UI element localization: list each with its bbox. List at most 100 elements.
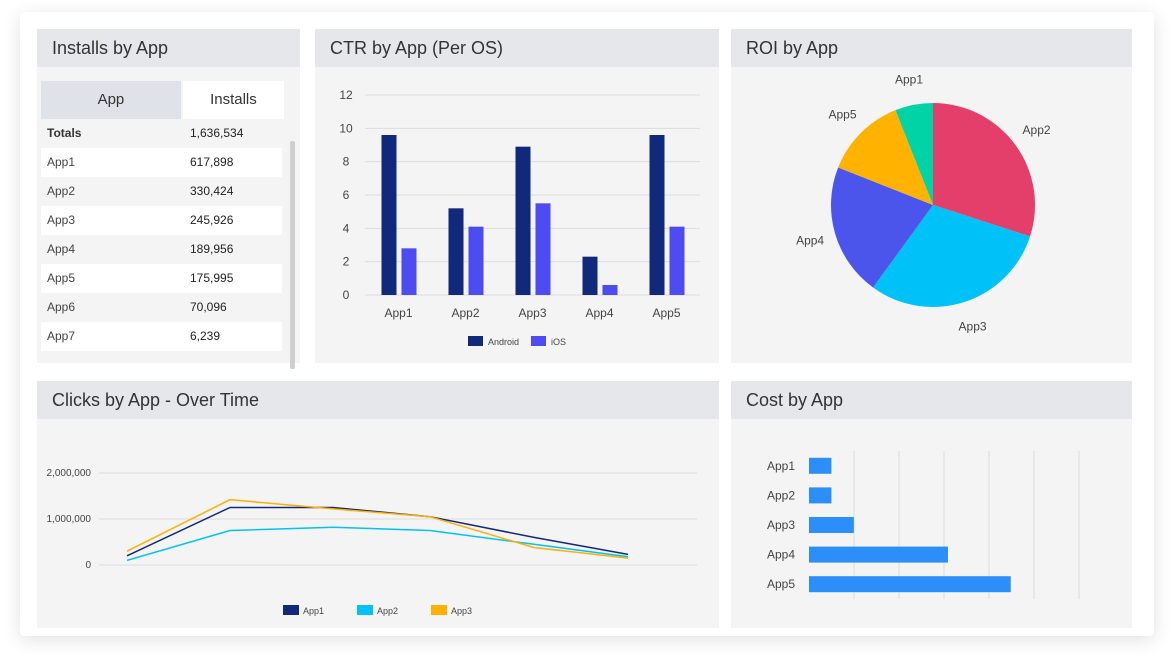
y-tick-label: App3: [767, 518, 795, 532]
bar-android-app5: [649, 135, 665, 295]
ctr-panel: CTR by App (Per OS) 0 2 4 6 8 10 12 App1 App2 App…: [315, 29, 719, 363]
pie-label: App3: [959, 320, 987, 334]
y-tick-label: 0: [343, 288, 350, 302]
table-row[interactable]: App7 6,239: [41, 322, 284, 351]
app-cell: App4: [47, 242, 76, 256]
y-tick-label: 1,000,000: [47, 514, 92, 525]
y-tick-label: 2,000,000: [47, 468, 92, 479]
clicks-panel: Clicks by App - Over Time 0 1,000,000 2,00…: [37, 381, 719, 628]
bar-ios-app4: [602, 285, 618, 295]
app-cell: App7: [41, 322, 182, 351]
installs-cell: 175,995: [182, 264, 282, 293]
bar-app4: [809, 546, 948, 563]
legend-swatch: [283, 605, 299, 615]
bar-android-app2: [448, 208, 464, 295]
column-header-app[interactable]: App: [41, 81, 181, 119]
bar-app1: [809, 457, 832, 474]
x-tick-label: App1: [384, 306, 412, 320]
pie-slice-app5: [838, 110, 933, 205]
installs-cell: 245,926: [182, 206, 282, 235]
bar-ios-app3: [535, 203, 551, 295]
y-tick-label: 12: [339, 88, 353, 102]
bar-app5: [809, 576, 1011, 593]
x-tick-label: App2: [451, 306, 479, 320]
clicks-chart: 0 1,000,000 2,000,000 App1 App2 App3: [47, 468, 697, 616]
table-scrollbar[interactable]: [290, 141, 295, 369]
legend-label: App1: [303, 606, 324, 616]
installs-cell: 6,239: [182, 322, 282, 351]
installs-cell: 70,096: [190, 300, 227, 314]
app-cell: App3: [41, 206, 182, 235]
bar-ios-app1: [401, 248, 417, 295]
legend-swatch: [468, 336, 483, 346]
pie-label: App1: [895, 72, 923, 86]
app-cell: App2: [47, 184, 76, 198]
pie-slice-app2: [933, 103, 1035, 237]
legend-label: App3: [451, 606, 472, 616]
x-tick-label: App5: [652, 306, 680, 320]
x-tick-label: App3: [518, 306, 546, 320]
legend-swatch: [357, 605, 373, 615]
pie-slice-app3: [873, 205, 1031, 307]
pie-slice-app4: [831, 167, 933, 288]
table-row[interactable]: App5 175,995: [41, 264, 284, 293]
installs-table: App Installs Totals 1,636,534 App1 617,898 A…: [41, 81, 284, 351]
y-tick-label: 4: [343, 221, 350, 235]
pie-label: App5: [828, 107, 856, 121]
y-tick-label: 10: [339, 121, 353, 135]
legend-label: App2: [377, 606, 398, 616]
dashboard-frame: Installs by App App Installs Totals 1,636…: [20, 12, 1154, 636]
cost-panel: Cost by App App1 App2 App3 App4 App5: [731, 381, 1132, 628]
line-app2: [126, 526, 629, 562]
y-tick-label: 6: [343, 188, 350, 202]
installs-cell: 1,636,534: [190, 126, 244, 140]
legend-label: Android: [488, 337, 519, 347]
app-cell: App6: [47, 300, 76, 314]
y-tick-label: App5: [767, 577, 795, 591]
bar-android-app4: [582, 256, 598, 295]
installs-title: Installs by App: [37, 29, 300, 67]
y-tick-label: 8: [343, 155, 350, 169]
totals-row[interactable]: Totals 1,636,534: [41, 119, 284, 148]
roi-chart: App2 App3 App4 App5 App1: [796, 72, 1051, 334]
line-app3: [126, 498, 629, 559]
column-header-installs[interactable]: Installs: [182, 81, 284, 119]
y-tick-label: App2: [767, 488, 795, 502]
y-tick-label: 2: [343, 255, 350, 269]
bar-app2: [809, 487, 832, 504]
table-header: App Installs: [41, 81, 284, 119]
table-row[interactable]: App3 245,926: [41, 206, 284, 235]
ctr-title: CTR by App (Per OS): [315, 29, 719, 67]
bar-ios-app2: [468, 226, 484, 295]
line-app1: [126, 506, 629, 557]
pie-label: App2: [1023, 123, 1051, 137]
table-row[interactable]: App2 330,424: [41, 177, 284, 206]
y-tick-label: App4: [767, 548, 795, 562]
app-cell: Totals: [47, 126, 82, 140]
pie-label: App4: [796, 234, 824, 248]
bar-ios-app5: [669, 226, 685, 295]
cost-chart: App1 App2 App3 App4 App5: [767, 451, 1080, 599]
y-tick-label: App1: [767, 459, 795, 473]
installs-panel: Installs by App App Installs Totals 1,636…: [37, 29, 300, 369]
app-cell: App1: [41, 148, 182, 177]
installs-cell: 189,956: [190, 242, 234, 256]
table-row[interactable]: App4 189,956: [41, 235, 284, 264]
y-tick-label: 0: [85, 560, 91, 571]
installs-cell: 617,898: [182, 148, 282, 177]
x-tick-label: App4: [585, 306, 613, 320]
cost-title: Cost by App: [731, 381, 1132, 419]
bar-android-app1: [381, 135, 397, 295]
table-row[interactable]: App1 617,898: [41, 148, 284, 177]
bar-app3: [809, 517, 854, 533]
installs-cell: 330,424: [190, 184, 234, 198]
legend-swatch: [431, 605, 447, 615]
bar-android-app3: [515, 146, 531, 295]
roi-panel: ROI by App App2 App3 App4 App5 App1: [731, 29, 1132, 363]
legend-label: iOS: [551, 337, 566, 347]
app-cell: App5: [41, 264, 182, 293]
table-row[interactable]: App6 70,096: [41, 293, 284, 322]
roi-title: ROI by App: [731, 29, 1132, 67]
legend-swatch: [531, 336, 546, 346]
ctr-chart: 0 2 4 6 8 10 12 App1 App2 App3 App4 App5 Android iOS: [339, 88, 700, 347]
